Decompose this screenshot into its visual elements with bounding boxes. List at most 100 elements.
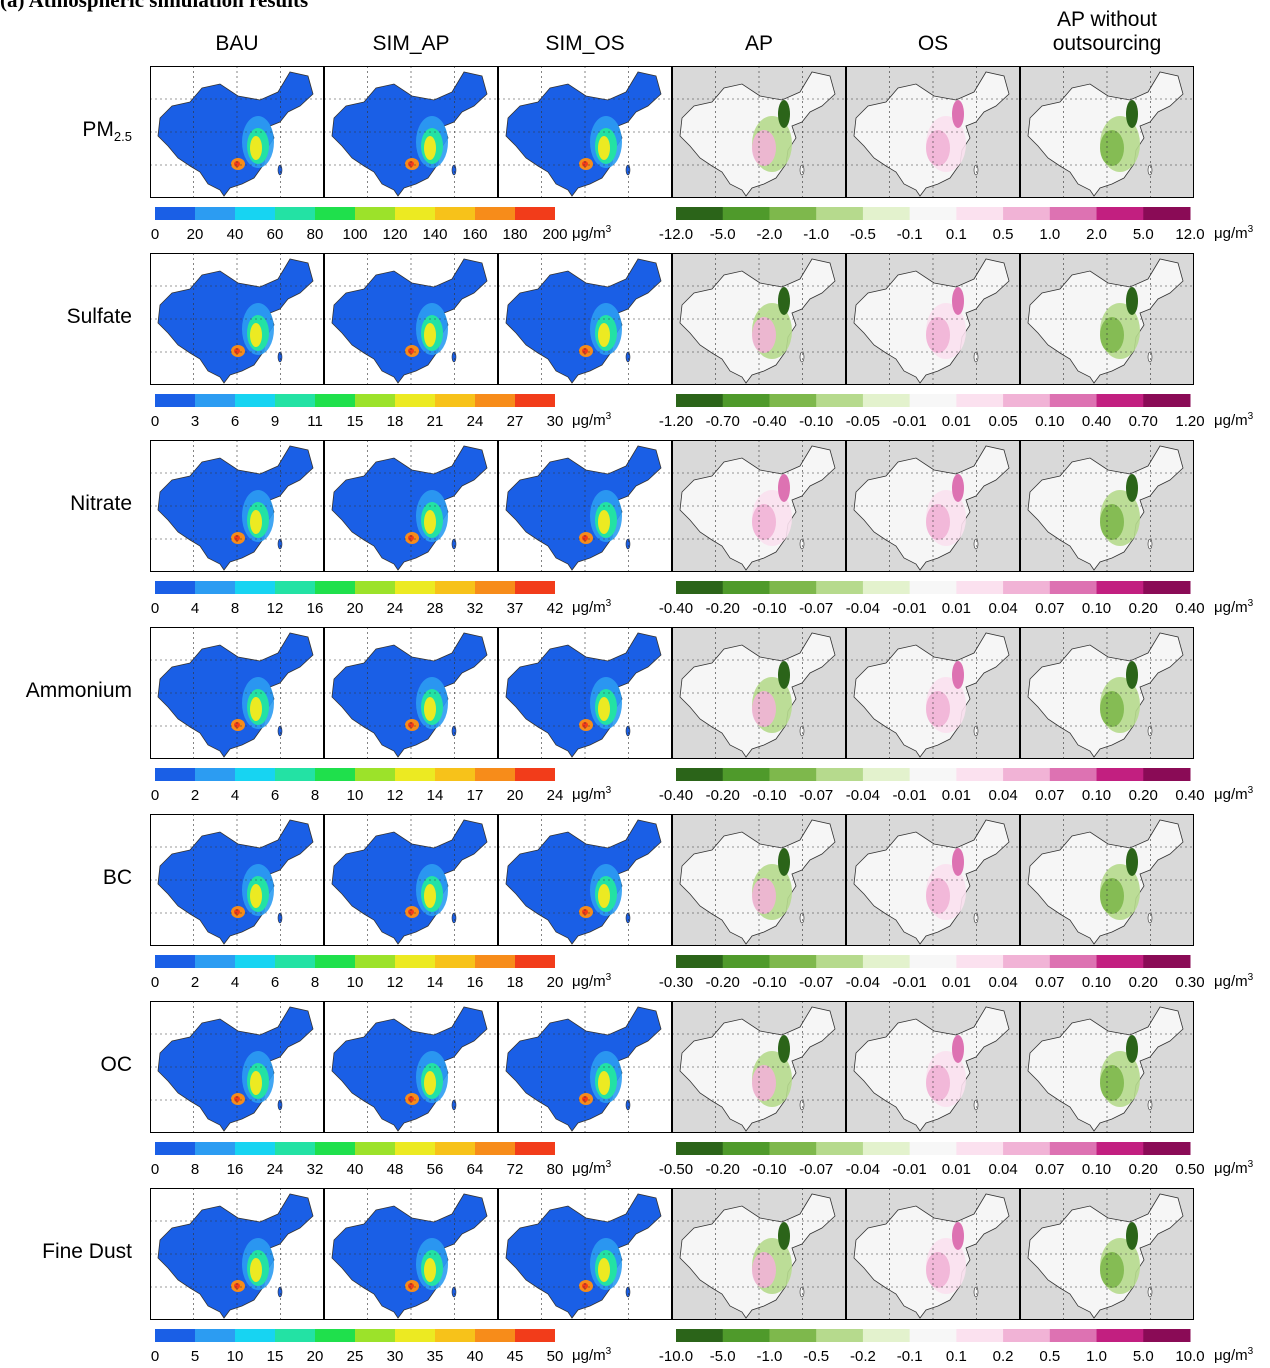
colorbar-segment xyxy=(769,955,817,968)
colorbar-segment xyxy=(1096,581,1144,594)
colorbar-segment xyxy=(515,768,555,781)
colorbar-segment xyxy=(816,207,864,220)
hotspot xyxy=(234,161,240,167)
colorbar-tick-label: 24 xyxy=(466,413,484,430)
unit-text: μg/m xyxy=(572,1160,606,1177)
row-label: Ammonium xyxy=(0,679,132,703)
hotspot xyxy=(250,697,262,721)
colorbar-segment xyxy=(909,394,957,407)
panel-frame xyxy=(672,253,846,385)
colorbar-tick-label: 0 xyxy=(150,1161,160,1178)
colorbar-tick-label: 0.40 xyxy=(1081,413,1112,430)
unit-label: μg/m3 xyxy=(1214,1159,1253,1177)
panel-frame xyxy=(150,814,324,946)
colorbar-segment xyxy=(275,394,315,407)
colorbar-tick-label: 6 xyxy=(270,974,280,991)
unit-label: μg/m3 xyxy=(572,224,611,242)
colorbar-tick-label: 20 xyxy=(546,974,564,991)
island xyxy=(625,538,631,550)
map-content xyxy=(672,253,846,385)
island xyxy=(277,164,283,176)
map-content xyxy=(846,66,1020,198)
map-content xyxy=(324,253,498,385)
panel-frame xyxy=(324,440,498,572)
row-label-text: Fine Dust xyxy=(42,1240,132,1263)
colorbar-segment xyxy=(155,207,195,220)
colorbar-segment xyxy=(235,1142,275,1155)
island xyxy=(973,1286,979,1298)
colorbar-segment xyxy=(275,1329,315,1342)
island xyxy=(625,351,631,363)
colorbar-segment xyxy=(1143,581,1191,594)
panel-frame xyxy=(498,1001,672,1133)
colorbar-tick-label: 24 xyxy=(386,600,404,617)
colorbar-tick-label: 18 xyxy=(386,413,404,430)
hotspot xyxy=(234,1283,240,1289)
colorbar-tick-label: 24 xyxy=(546,787,564,804)
colorbar-segment xyxy=(155,955,195,968)
unit-text: μg/m xyxy=(1214,412,1248,429)
colorbar-tick-label: -0.07 xyxy=(799,600,834,617)
island xyxy=(1147,1286,1153,1298)
colorbar-tick-label: -0.20 xyxy=(705,600,740,617)
change-area xyxy=(752,317,776,353)
change-area xyxy=(778,474,790,502)
colorbar-tick-label: 20 xyxy=(506,787,524,804)
map-panel xyxy=(1020,814,1194,946)
colorbar-segment xyxy=(1003,207,1051,220)
colorbar-tick-label: 48 xyxy=(386,1161,404,1178)
map-content xyxy=(672,440,846,572)
unit-superscript: 3 xyxy=(605,598,612,609)
colorbar-segment xyxy=(395,768,435,781)
change-area xyxy=(1100,1252,1124,1288)
column-header: SIM_OS xyxy=(545,32,625,55)
colorbar-tick-label: 10 xyxy=(346,974,364,991)
colorbar-segment xyxy=(676,768,724,781)
colorbar-segment xyxy=(956,581,1004,594)
colorbar-segment xyxy=(862,394,911,407)
map-panel xyxy=(672,66,846,198)
map-content xyxy=(1020,440,1194,572)
change-area xyxy=(752,1252,776,1288)
panel-frame xyxy=(498,66,672,198)
hotspot xyxy=(582,161,588,167)
unit-label: μg/m3 xyxy=(572,785,611,803)
colorbar-tick-label: -0.20 xyxy=(705,974,740,991)
unit-text: μg/m xyxy=(572,599,606,616)
map-content xyxy=(1020,1001,1194,1133)
hotspot xyxy=(424,1258,436,1282)
colorbar-tick-label: 21 xyxy=(426,413,444,430)
unit-label: μg/m3 xyxy=(572,411,611,429)
map-panel xyxy=(672,627,846,759)
unit-text: μg/m xyxy=(1214,225,1248,242)
colorbar-segment xyxy=(1003,955,1051,968)
panel-frame xyxy=(1020,814,1194,946)
colorbar-segment xyxy=(515,1329,555,1342)
panel-frame xyxy=(324,253,498,385)
island xyxy=(451,1099,457,1111)
colorbar-tick-label: 9 xyxy=(270,413,280,430)
unit-label: μg/m3 xyxy=(572,598,611,616)
island xyxy=(451,1286,457,1298)
colorbar-segment xyxy=(1096,955,1144,968)
unit-text: μg/m xyxy=(1214,973,1248,990)
map-panel xyxy=(1020,1001,1194,1133)
change-area xyxy=(778,661,790,689)
island xyxy=(1147,538,1153,550)
colorbar-segment xyxy=(515,1142,555,1155)
map-content xyxy=(846,627,1020,759)
colorbar-segment xyxy=(475,1329,515,1342)
unit-label: μg/m3 xyxy=(1214,224,1253,242)
island xyxy=(1147,351,1153,363)
colorbar-tick-label: -0.01 xyxy=(892,413,927,430)
island xyxy=(799,725,805,737)
colorbar-segment xyxy=(435,581,475,594)
colorbar-tick-label: 0.10 xyxy=(1081,1161,1112,1178)
colorbar-tick-label: 28 xyxy=(426,600,444,617)
row-label-text: Nitrate xyxy=(70,492,132,515)
colorbar-tick-label: 0 xyxy=(150,974,160,991)
colorbar-tick-label: 45 xyxy=(506,1348,524,1365)
map-panel xyxy=(150,1001,324,1133)
colorbar-tick-label: 6 xyxy=(230,413,240,430)
